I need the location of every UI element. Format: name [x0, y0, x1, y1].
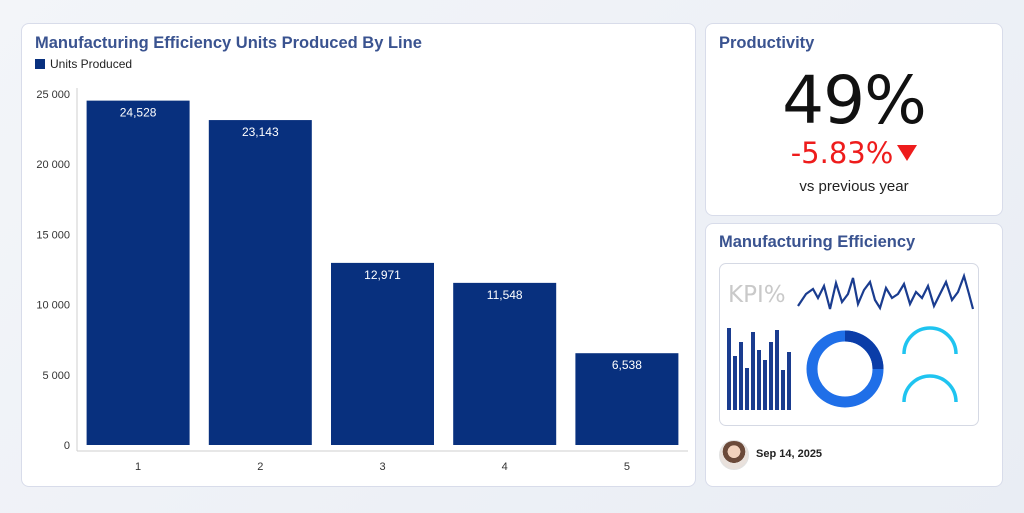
productivity-delta: -5.83% — [706, 136, 1002, 170]
x-tick-label: 1 — [135, 461, 141, 473]
x-tick-label: 2 — [257, 461, 263, 473]
y-tick-label: 0 — [64, 440, 70, 452]
donut-icon — [806, 330, 884, 408]
sparkline-icon — [797, 272, 975, 311]
data-label: 6,538 — [612, 358, 642, 372]
productivity-value: 49% — [782, 62, 927, 139]
y-tick-label: 15 000 — [36, 229, 70, 241]
legend-swatch — [35, 59, 45, 69]
productivity-subtext: vs previous year — [799, 178, 909, 195]
x-tick-label: 3 — [379, 461, 385, 473]
x-tick-label: 5 — [624, 461, 630, 473]
legend-label: Units Produced — [50, 57, 133, 71]
chart-title: Manufacturing Efficiency Units Produced … — [35, 34, 422, 52]
data-label: 24,528 — [120, 106, 157, 120]
gauge-icon — [902, 326, 958, 355]
bar — [331, 262, 434, 445]
bar — [453, 282, 557, 445]
x-tick-label: 4 — [502, 461, 508, 473]
data-label: 12,971 — [364, 268, 401, 282]
y-tick-label: 10 000 — [36, 300, 70, 312]
efficiency-title: Manufacturing Efficiency — [719, 233, 916, 251]
productivity-title: Productivity — [719, 34, 815, 52]
y-tick-label: 25 000 — [36, 89, 70, 101]
mini-bars-icon — [727, 328, 791, 410]
y-tick-label: 5 000 — [42, 370, 70, 382]
bar — [208, 120, 312, 446]
bar — [575, 353, 679, 445]
kpi-illustration: KPI% — [719, 263, 979, 426]
report-date: Sep 14, 2025 — [756, 448, 823, 460]
data-label: 11,548 — [487, 288, 523, 302]
gauge-icon — [902, 374, 958, 403]
chart-card: Manufacturing Efficiency Units Produced … — [21, 23, 696, 487]
kpi-label: KPI% — [728, 282, 786, 308]
data-label: 23,143 — [242, 125, 279, 139]
avatar — [719, 440, 749, 470]
down-arrow-icon — [897, 145, 918, 161]
kpi-graphics — [727, 272, 975, 410]
productivity-delta-text: -5.83% — [790, 136, 894, 170]
bar-chart: 0 5 000 10 000 15 000 20 000 25 000 24,528 1 23,… — [36, 88, 688, 473]
chart-legend: Units Produced — [35, 57, 132, 71]
productivity-card: Productivity 49% -5.83% vs previous year — [705, 23, 1003, 216]
bar — [86, 100, 190, 445]
efficiency-card: Manufacturing Efficiency KPI% — [705, 223, 1003, 487]
y-tick-label: 20 000 — [36, 159, 70, 171]
